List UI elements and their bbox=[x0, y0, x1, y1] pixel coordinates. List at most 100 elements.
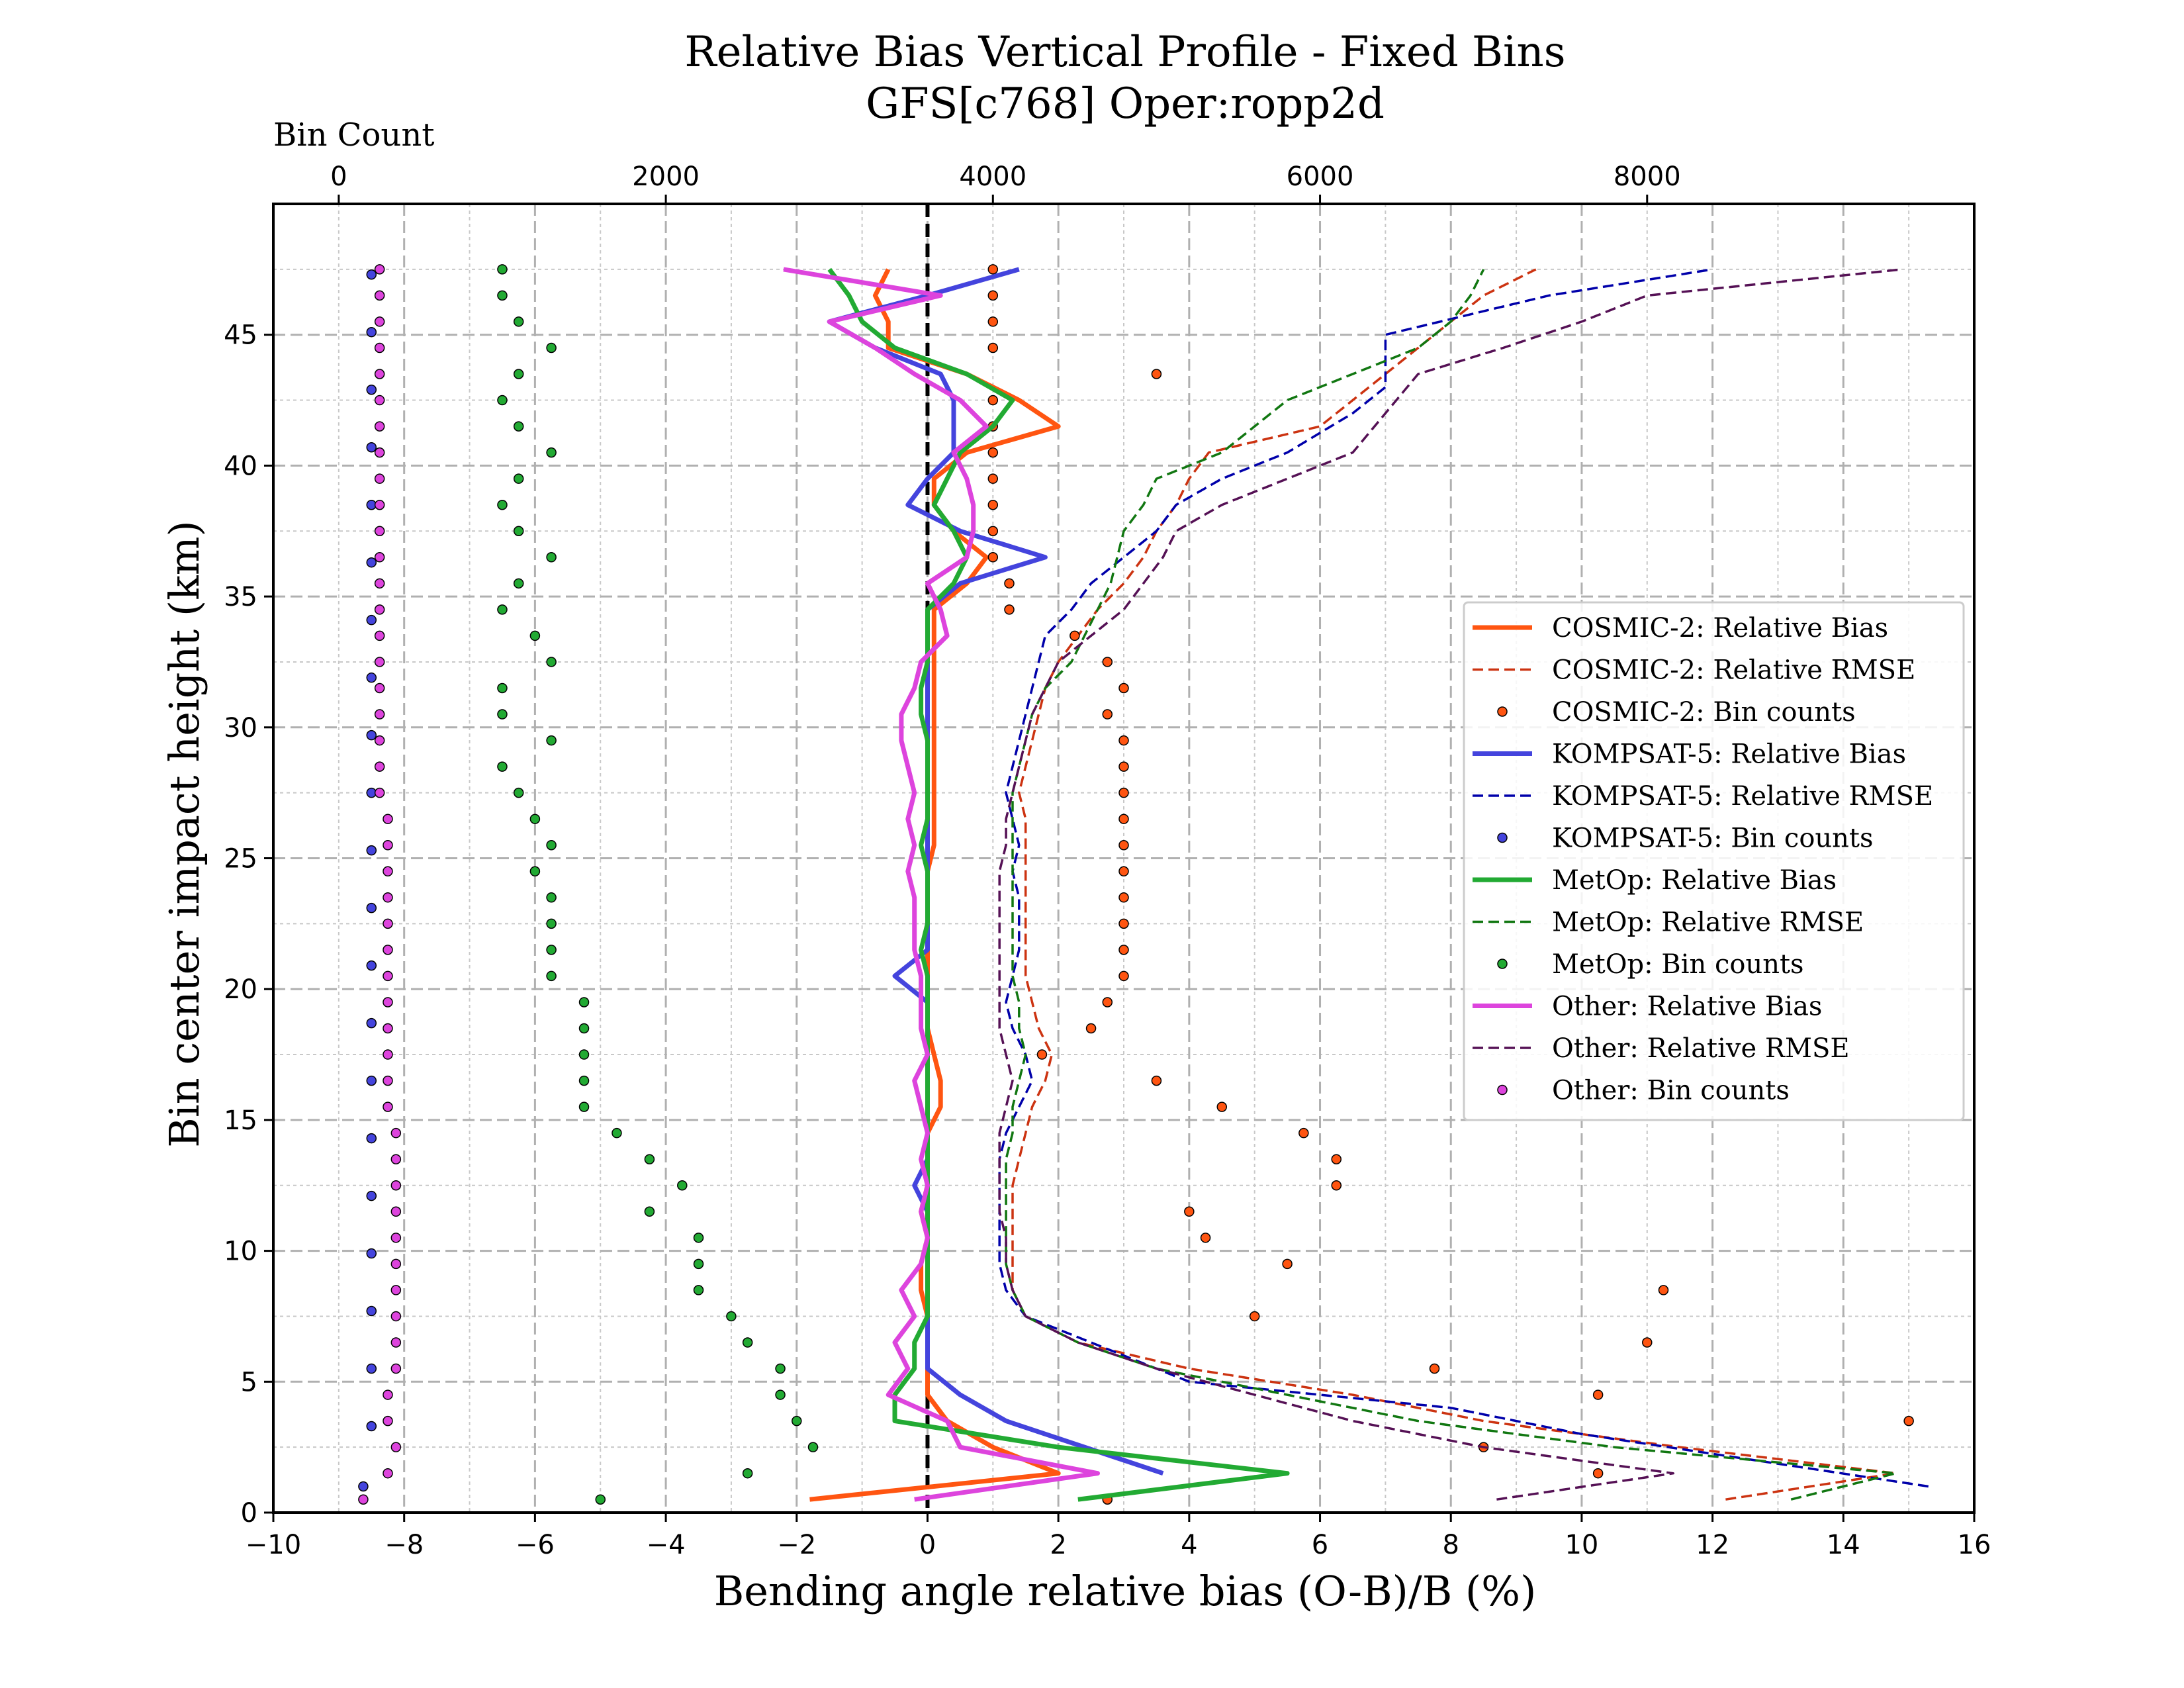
legend-label: MetOp: Relative Bias bbox=[1552, 865, 1837, 896]
bin-count-point bbox=[497, 761, 508, 772]
bin-count-point bbox=[987, 264, 999, 275]
legend-label: COSMIC-2: Relative RMSE bbox=[1552, 655, 1915, 686]
bin-count-point bbox=[390, 1233, 402, 1243]
bin-count-point bbox=[1658, 1285, 1669, 1295]
top-axis-label: Bin Count bbox=[273, 117, 435, 154]
legend-label: MetOp: Relative RMSE bbox=[1552, 908, 1864, 938]
bin-count-point bbox=[1118, 970, 1129, 982]
bin-count-point bbox=[546, 657, 557, 667]
bin-count-point bbox=[383, 1468, 393, 1479]
bin-count-point bbox=[366, 729, 377, 741]
y-tick-label: 10 bbox=[224, 1237, 257, 1267]
bin-count-point bbox=[497, 709, 508, 720]
bin-count-point bbox=[546, 970, 557, 982]
bin-count-point bbox=[578, 1049, 590, 1060]
bin-count-point bbox=[383, 814, 393, 824]
y-tick-label: 5 bbox=[241, 1367, 257, 1397]
bin-count-point bbox=[775, 1389, 786, 1400]
bin-count-point bbox=[1282, 1258, 1293, 1270]
bin-count-point bbox=[693, 1233, 704, 1243]
bin-count-point bbox=[1004, 578, 1015, 589]
bin-count-point bbox=[1331, 1180, 1342, 1191]
x-tick-label: −4 bbox=[647, 1530, 686, 1560]
bin-count-point bbox=[374, 447, 385, 458]
bin-count-point bbox=[987, 526, 999, 536]
relative-rmse-line bbox=[1005, 269, 1897, 1501]
bin-count-point bbox=[987, 499, 999, 510]
bin-count-point bbox=[546, 892, 557, 903]
bin-count-point bbox=[513, 316, 524, 327]
bin-count-point bbox=[366, 845, 377, 856]
bin-count-point bbox=[390, 1258, 402, 1270]
bin-count-point bbox=[374, 316, 385, 327]
bin-count-point bbox=[1298, 1127, 1309, 1139]
bin-count-point bbox=[374, 735, 385, 746]
bin-count-point bbox=[1118, 682, 1129, 694]
bin-count-point bbox=[366, 442, 377, 453]
x-tick-label: −6 bbox=[516, 1530, 555, 1560]
bin-count-point bbox=[578, 997, 590, 1008]
bin-count-point bbox=[374, 761, 385, 772]
bin-count-point bbox=[497, 499, 508, 510]
bin-count-point bbox=[742, 1337, 753, 1348]
legend-label: Other: Relative RMSE bbox=[1552, 1033, 1850, 1064]
bin-count-point bbox=[1903, 1415, 1914, 1427]
bin-count-point bbox=[546, 839, 557, 851]
y-tick-label: 40 bbox=[224, 451, 257, 481]
bin-count-point bbox=[383, 1075, 393, 1086]
bin-count-point bbox=[1151, 1075, 1162, 1086]
bin-count-point bbox=[1200, 1233, 1211, 1243]
x-tick-label: −8 bbox=[385, 1530, 424, 1560]
bin-count-point bbox=[1592, 1389, 1604, 1400]
legend-label: KOMPSAT-5: Relative RMSE bbox=[1552, 781, 1933, 812]
bin-count-point bbox=[1102, 709, 1113, 720]
bin-count-point bbox=[1118, 787, 1129, 798]
bin-count-point bbox=[1592, 1468, 1604, 1479]
bin-count-point bbox=[1249, 1311, 1260, 1322]
bin-count-point bbox=[677, 1180, 688, 1191]
bin-count-point bbox=[1118, 866, 1129, 877]
x-axis-label: Bending angle relative bias (O-B)/B (%) bbox=[714, 1567, 1537, 1615]
bin-count-point bbox=[390, 1285, 402, 1295]
bin-count-point bbox=[374, 395, 385, 406]
bin-count-point bbox=[644, 1154, 655, 1164]
top-tick-label: 8000 bbox=[1614, 162, 1681, 192]
bin-count-point bbox=[1151, 369, 1162, 379]
bin-count-point bbox=[366, 960, 377, 971]
bin-count-point bbox=[1118, 839, 1129, 851]
x-tick-label: 2 bbox=[1050, 1530, 1066, 1560]
chart-subtitle: GFS[c768] Oper:ropp2d bbox=[866, 79, 1385, 128]
legend-marker bbox=[1497, 959, 1508, 969]
bin-count-point bbox=[366, 614, 377, 626]
bin-count-point bbox=[383, 1049, 393, 1060]
bin-count-point bbox=[775, 1363, 786, 1374]
bin-count-point bbox=[987, 395, 999, 406]
x-tick-label: 8 bbox=[1443, 1530, 1459, 1560]
bin-count-point bbox=[1216, 1102, 1228, 1112]
bin-count-point bbox=[383, 892, 393, 903]
bin-count-point bbox=[693, 1285, 704, 1295]
bin-count-point bbox=[374, 657, 385, 667]
bin-count-point bbox=[546, 342, 557, 353]
legend-box bbox=[1463, 601, 1965, 1121]
legend-marker bbox=[1497, 832, 1508, 843]
bin-count-point bbox=[529, 630, 541, 641]
bin-count-point bbox=[374, 421, 385, 432]
bin-count-point bbox=[595, 1494, 606, 1505]
y-tick-label: 35 bbox=[224, 582, 257, 612]
bin-count-point bbox=[987, 447, 999, 458]
bin-count-point bbox=[1102, 997, 1113, 1008]
relative-bias-line bbox=[809, 268, 1061, 1502]
bin-count-point bbox=[546, 918, 557, 929]
legend-marker bbox=[1497, 706, 1508, 717]
bin-count-point bbox=[366, 326, 377, 338]
x-tick-label: 0 bbox=[919, 1530, 936, 1560]
legend-label: KOMPSAT-5: Bin counts bbox=[1552, 823, 1874, 854]
bin-count-point bbox=[366, 1248, 377, 1259]
bin-count-point bbox=[390, 1127, 402, 1139]
bin-count-point bbox=[383, 997, 393, 1008]
bin-count-point bbox=[374, 578, 385, 589]
bin-count-point bbox=[987, 552, 999, 563]
bin-count-point bbox=[390, 1311, 402, 1322]
